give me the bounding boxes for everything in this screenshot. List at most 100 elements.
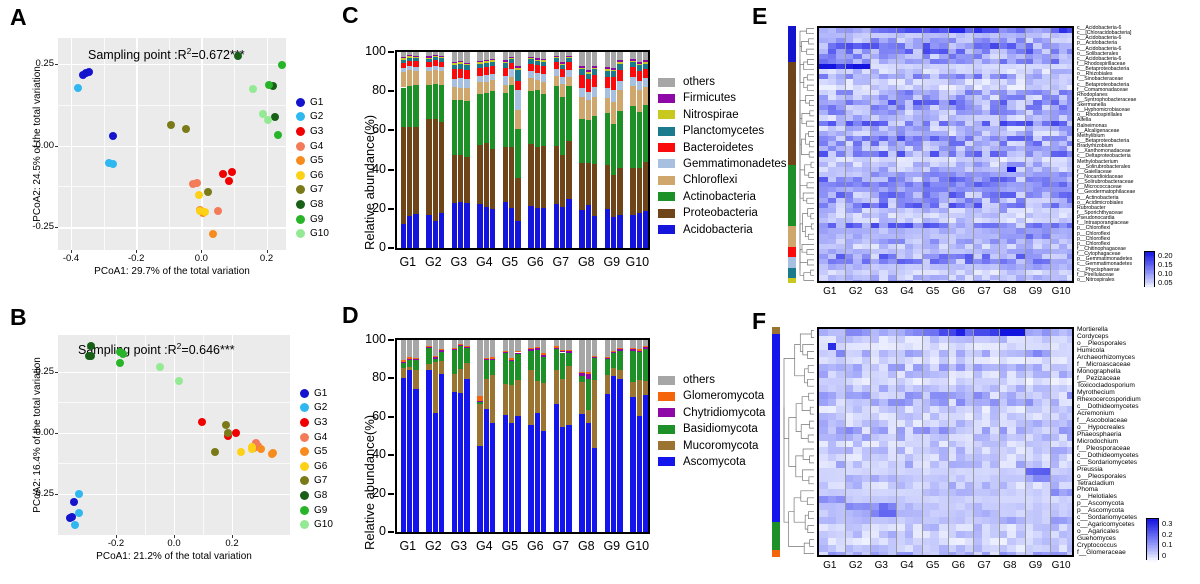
heatmap-cell <box>887 233 897 240</box>
legend-item-g9[interactable]: G9 <box>296 212 329 227</box>
heatmap-cell <box>921 274 931 281</box>
heatmap-cell <box>853 363 863 372</box>
heatmap-cell <box>844 161 854 168</box>
legend-item-g10[interactable]: G10 <box>300 517 333 532</box>
legend-item-actinobacteria[interactable]: Actinobacteria <box>658 191 787 203</box>
heatmap-cell <box>819 363 828 372</box>
legend-item-g2[interactable]: G2 <box>300 401 333 416</box>
legend-item-nitrospirae[interactable]: Nitrospirae <box>658 109 787 121</box>
heatmap-cell <box>930 43 940 49</box>
legend-item-basidiomycota[interactable]: Basidiomycota <box>658 423 765 435</box>
legend-item-g1[interactable]: G1 <box>296 95 329 110</box>
heatmap-cell <box>878 454 888 462</box>
legend-item-chloroflexi[interactable]: Chloroflexi <box>658 174 787 186</box>
legend-item-g8[interactable]: G8 <box>300 488 333 503</box>
heatmap-cell <box>861 356 871 365</box>
bar-segment-basidiomycota <box>636 351 642 380</box>
heatmap-cell <box>947 202 957 209</box>
heatmap-cell <box>1024 405 1034 414</box>
legend-item-g7[interactable]: G7 <box>300 474 333 489</box>
heatmap-cell <box>947 391 957 400</box>
heatmap-cell <box>853 156 863 163</box>
heatmap-cell <box>1024 79 1034 85</box>
heatmap-cell <box>1007 197 1017 204</box>
heatmap-cell <box>844 510 854 518</box>
x-tick-label: -0.2 <box>107 538 125 549</box>
heatmap-cell <box>870 482 880 490</box>
legend-item-chytridiomycota[interactable]: Chytridiomycota <box>658 407 765 419</box>
heatmap-row-label: o__Acidimicrobiales <box>1077 199 1124 206</box>
scatter-point-g8 <box>87 351 96 360</box>
legend-item-glomeromycota[interactable]: Glomeromycota <box>658 390 765 402</box>
heatmap-cell <box>1024 99 1034 106</box>
heatmap-cell <box>819 426 828 434</box>
legend-item-g4[interactable]: G4 <box>300 430 333 445</box>
heatmap-cell <box>904 156 914 163</box>
heatmap-cell <box>904 454 914 462</box>
legend-item-bacteroidetes[interactable]: Bacteroidetes <box>658 142 787 154</box>
heatmap-cell <box>947 79 957 85</box>
heatmap-cell <box>998 538 1008 546</box>
heatmap-cell <box>853 538 863 546</box>
heatmap-cell <box>981 130 991 137</box>
heatmap-cell <box>964 233 974 240</box>
bar-segment-glomeromycota <box>489 357 496 360</box>
heatmap-cell <box>947 243 957 250</box>
legend-item-others[interactable]: others <box>658 76 787 88</box>
legend-item-ascomycota[interactable]: Ascomycota <box>658 456 765 468</box>
heatmap-cell <box>896 228 906 234</box>
legend-item-g3[interactable]: G3 <box>296 124 329 139</box>
grid-line-v-minor <box>103 38 105 250</box>
heatmap-cell <box>1067 461 1072 469</box>
color-scale-step <box>1145 285 1154 288</box>
legend-item-g2[interactable]: G2 <box>296 110 329 125</box>
heatmap-cell <box>973 356 983 365</box>
heatmap-cell <box>964 207 974 214</box>
legend-item-g3[interactable]: G3 <box>300 415 333 430</box>
heatmap-cell <box>1050 538 1060 546</box>
scatter-point-g3 <box>232 428 241 437</box>
heatmap-cell <box>896 233 906 240</box>
legend-label-g8: G8 <box>314 489 328 501</box>
heatmap-cell <box>853 223 863 229</box>
heatmap-cell <box>1016 496 1025 504</box>
legend-item-g8[interactable]: G8 <box>296 197 329 212</box>
legend-item-g9[interactable]: G9 <box>300 503 333 518</box>
legend-item-g1[interactable]: G1 <box>300 386 333 401</box>
heatmap-cell <box>1067 440 1072 448</box>
legend-item-g6[interactable]: G6 <box>300 459 333 474</box>
heatmap-cell <box>878 243 888 250</box>
legend-item-g10[interactable]: G10 <box>296 226 329 241</box>
bar-segment-bacteroidetes <box>534 65 540 73</box>
legend-item-gemmatimonadetes[interactable]: Gemmatimonadetes <box>658 158 787 170</box>
legend-item-g5[interactable]: G5 <box>300 444 333 459</box>
legend-item-mucoromycota[interactable]: Mucoromycota <box>658 440 765 452</box>
heatmap-cell <box>947 349 957 358</box>
legend-item-proteobacteria[interactable]: Proteobacteria <box>658 207 787 219</box>
heatmap-cell <box>990 151 1000 157</box>
grid-line-h-minor <box>58 186 286 188</box>
legend-item-others[interactable]: others <box>658 374 765 386</box>
heatmap-cell <box>827 125 837 132</box>
legend-item-planctomycetes[interactable]: Planctomycetes <box>658 125 787 137</box>
legend-item-g5[interactable]: G5 <box>296 153 329 168</box>
y-tick-label: 20 <box>372 485 386 500</box>
scatter-point-g3 <box>198 418 207 427</box>
heatmap-cell <box>896 349 906 358</box>
heatmap-cell <box>1041 197 1051 204</box>
legend-item-g6[interactable]: G6 <box>296 168 329 183</box>
legend-item-g4[interactable]: G4 <box>296 139 329 154</box>
heatmap-cell <box>853 482 863 490</box>
heatmap-cell <box>861 489 871 497</box>
legend-item-g7[interactable]: G7 <box>296 183 329 198</box>
heatmap-cell <box>827 243 837 250</box>
legend-item-acidobacteria[interactable]: Acidobacteria <box>658 224 787 236</box>
heatmap-cell <box>1016 524 1025 532</box>
heatmap-cell <box>1067 84 1072 91</box>
bar-segment-proteobacteria <box>611 175 617 218</box>
bar-segment-nitrospirae <box>528 58 534 60</box>
heatmap-cell <box>1058 243 1068 250</box>
legend-item-firmicutes[interactable]: Firmicutes <box>658 92 787 104</box>
heatmap-cell <box>896 89 906 96</box>
heatmap-cell <box>1058 166 1068 173</box>
